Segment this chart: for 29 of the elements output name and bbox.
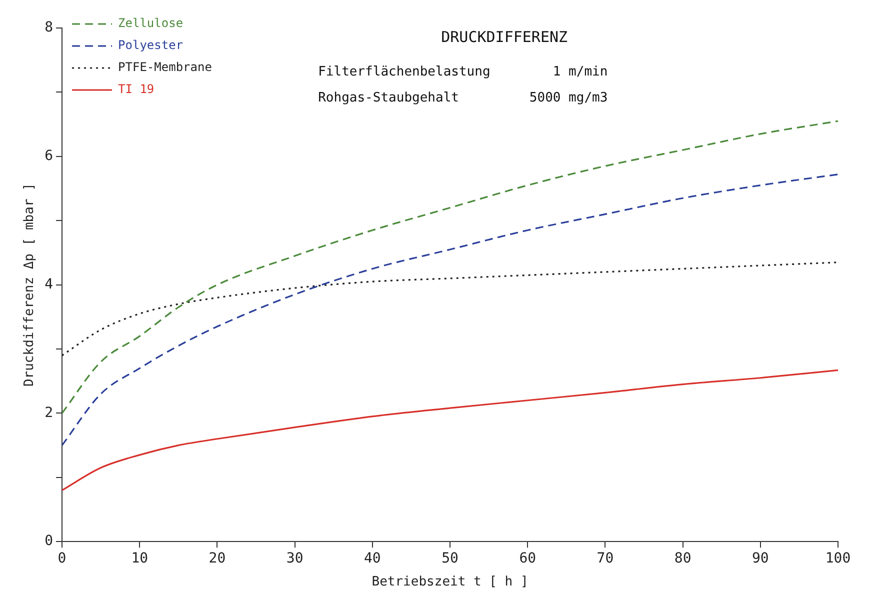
y-tick-label: 8 xyxy=(44,20,54,36)
chart-title: DRUCKDIFFERENZ xyxy=(441,28,568,46)
legend-label: Polyester xyxy=(118,38,184,52)
x-tick-label: 50 xyxy=(442,550,458,567)
y-tick-label: 6 xyxy=(44,148,54,164)
x-tick-label: 40 xyxy=(364,550,381,567)
annotation: Filterflächenbelastung 1 m/min xyxy=(318,64,608,80)
y-tick-label: 0 xyxy=(44,533,54,550)
annotation: Rohgas-Staubgehalt 5000 mg/m3 xyxy=(318,90,608,106)
y-tick-label: 4 xyxy=(44,276,54,292)
x-tick-label: 20 xyxy=(208,550,226,567)
x-axis-title: Betriebszeit t [ h ] xyxy=(372,574,528,590)
x-tick-label: 0 xyxy=(58,550,66,567)
line-series xyxy=(62,174,838,446)
x-tick-label: 80 xyxy=(674,550,692,567)
x-tick-label: 90 xyxy=(752,550,769,567)
x-tick-label: 70 xyxy=(596,550,614,567)
legend-label: Zellulose xyxy=(118,16,184,30)
line-series xyxy=(62,262,838,356)
legend-label: PTFE-Membrane xyxy=(118,60,212,74)
x-tick-label: 100 xyxy=(825,550,851,567)
legend-label: TI 19 xyxy=(118,82,154,96)
line-series xyxy=(62,369,838,492)
y-axis-title: Druckdifferenz Δp [ mbar ] xyxy=(22,183,38,387)
line-series xyxy=(62,120,838,414)
x-tick-label: 60 xyxy=(519,550,536,567)
x-tick-label: 30 xyxy=(286,550,304,567)
y-tick-label: 2 xyxy=(44,404,54,421)
x-tick-label: 10 xyxy=(131,550,148,567)
